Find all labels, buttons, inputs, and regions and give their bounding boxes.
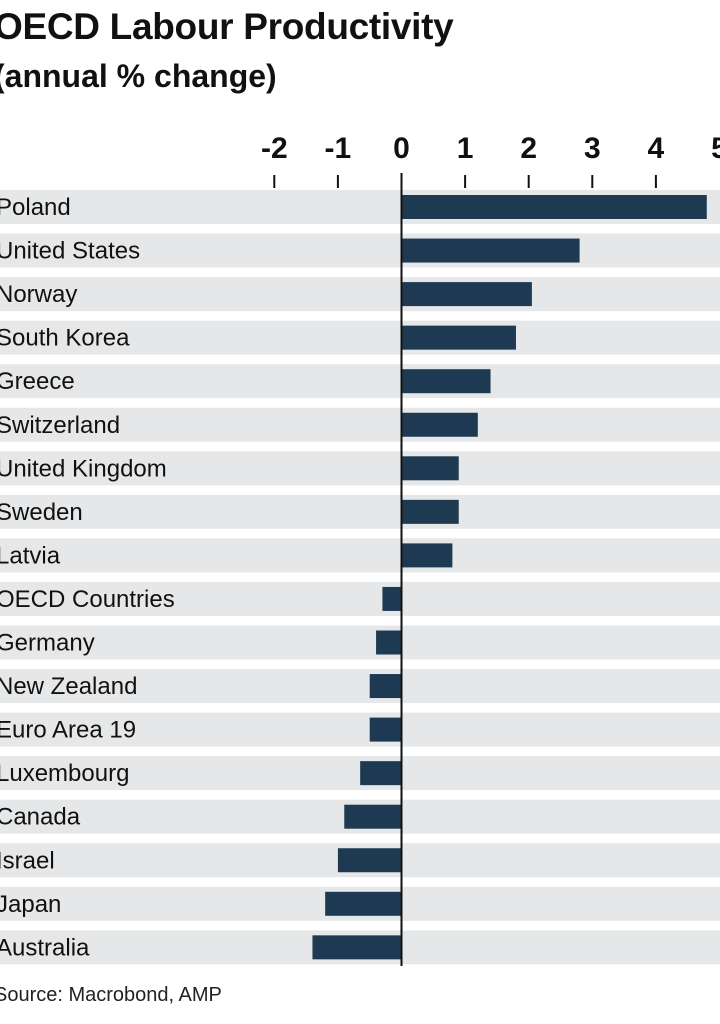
bar-sweden [401,499,459,524]
category-label: United Kingdom [0,455,167,482]
bar-oecd-countries [382,586,402,611]
bar-united-kingdom [401,456,459,481]
bar-switzerland [401,412,478,437]
bar-greece [401,369,491,394]
row-band [0,756,720,791]
bar-south-korea [401,325,516,350]
bar-latvia [401,543,453,568]
category-label: Luxembourg [0,760,129,787]
x-tick-label: 5 [711,132,720,165]
category-label: Euro Area 19 [0,717,136,744]
category-label: Japan [0,891,61,918]
row-band [0,625,720,660]
category-label: New Zealand [0,673,137,700]
row-band [0,712,720,747]
category-label: Latvia [0,542,61,569]
row-band [0,233,720,268]
category-label: Sweden [0,499,83,526]
bar-germany [376,630,402,655]
category-label: Germany [0,630,95,657]
bar-euro-area-19 [369,717,402,742]
row-band [0,451,720,486]
row-band [0,494,720,529]
bar-new-zealand [369,674,402,699]
category-label: Canada [0,804,81,831]
bar-japan [325,891,402,916]
bar-israel [337,848,402,873]
chart-subtitle: (annual % change) [0,58,277,94]
x-tick-label: -1 [325,132,352,165]
x-tick-label: 1 [457,132,474,165]
row-band [0,538,720,573]
bar-luxembourg [360,761,402,786]
category-label: Israel [0,847,55,874]
category-label: South Korea [0,325,130,352]
category-label: Switzerland [0,412,120,439]
row-band [0,364,720,399]
category-label: United States [0,238,140,265]
x-tick-label: 0 [393,132,410,165]
source-note: Source: Macrobond, AMP [0,984,222,1006]
row-band [0,669,720,704]
x-tick-label: 4 [648,132,665,165]
category-label: OECD Countries [0,586,175,613]
bar-canada [344,804,402,829]
row-band [0,277,720,312]
x-tick-label: 3 [584,132,601,165]
row-band [0,407,720,442]
bar-poland [401,195,707,219]
row-band [0,320,720,355]
x-tick-label: 2 [520,132,537,165]
category-label: Australia [0,934,90,961]
bar-norway [401,282,532,307]
category-label: Norway [0,281,77,308]
category-label: Greece [0,368,75,395]
category-label: Poland [0,194,71,221]
row-band [0,581,720,616]
chart-title: OECD Labour Productivity [0,6,454,47]
x-tick-label: -2 [261,132,288,165]
bar-united-states [401,238,580,263]
bar-australia [312,935,402,960]
